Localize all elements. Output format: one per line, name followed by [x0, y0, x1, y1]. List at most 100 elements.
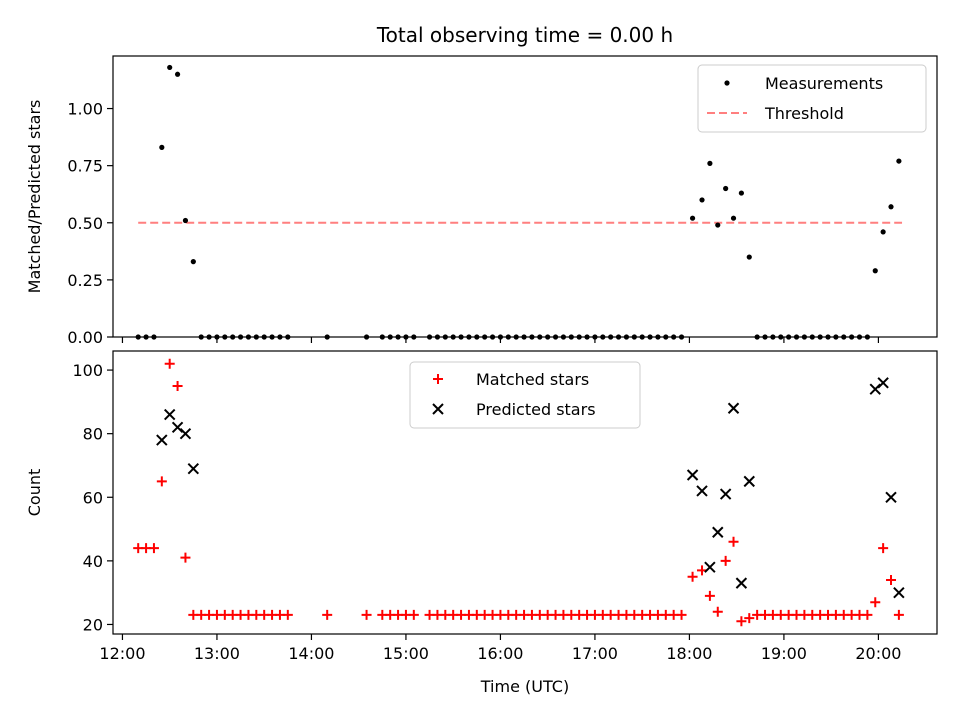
matched-point — [720, 555, 731, 566]
measurement-point — [786, 334, 792, 340]
measurement-point — [174, 71, 181, 77]
matched-point — [322, 609, 333, 620]
measurement-point — [699, 197, 705, 203]
legend-top: Measurements Threshold — [697, 64, 927, 133]
matched-point — [676, 609, 687, 620]
matched-point — [164, 358, 175, 369]
measurement-point — [817, 334, 823, 340]
measurement-point — [379, 334, 385, 340]
x-tick-label: 13:00 — [194, 644, 240, 663]
measurement-point — [825, 334, 831, 340]
y-tick-label: 60 — [83, 488, 103, 507]
predicted-point — [869, 383, 881, 395]
y-tick-label: 1.00 — [67, 100, 103, 119]
x-tick-label: 16:00 — [477, 644, 523, 663]
measurement-point — [615, 334, 622, 340]
matched-point — [156, 476, 167, 487]
y-tick-label: 20 — [83, 615, 103, 634]
predicted-point — [885, 491, 897, 503]
legend-marker-measurements — [724, 80, 730, 86]
series-matched-stars — [133, 358, 904, 627]
y-axis-label: Matched/Predicted stars — [25, 100, 44, 294]
predicted-point — [696, 485, 708, 497]
y-tick-label: 100 — [72, 361, 103, 380]
measurement-point — [560, 334, 567, 340]
measurement-point — [762, 334, 768, 340]
measurement-point — [707, 160, 713, 166]
predicted-point — [743, 475, 755, 488]
series-predicted-stars — [156, 377, 905, 599]
measurement-point — [206, 334, 212, 340]
x-tick-label: 17:00 — [572, 644, 618, 663]
measurement-point — [738, 190, 744, 196]
measurement-point — [214, 334, 220, 340]
measurement-point — [442, 334, 448, 340]
measurement-point — [222, 334, 228, 340]
matched-point — [712, 606, 723, 617]
x-axis-label: Time (UTC) — [480, 677, 569, 696]
legend-label-matched: Matched stars — [476, 370, 589, 389]
measurement-point — [198, 334, 204, 340]
measurement-point — [143, 334, 149, 340]
matched-point — [878, 543, 889, 554]
measurement-point — [403, 334, 409, 340]
measurement-point — [363, 334, 370, 340]
y-tick-label: 80 — [83, 425, 103, 444]
measurement-point — [285, 334, 291, 340]
measurement-point — [841, 334, 847, 340]
measurement-point — [324, 334, 330, 340]
legend-box — [697, 64, 927, 133]
measurement-point — [529, 334, 535, 340]
top-panel: 0.00 0.25 0.50 0.75 1.00 Matched/Predicted st… — [25, 55, 938, 347]
measurement-point — [872, 268, 878, 274]
predicted-point — [719, 488, 732, 500]
measurement-point — [584, 334, 590, 340]
measurement-point — [489, 334, 496, 340]
measurement-point — [600, 334, 606, 340]
predicted-point — [156, 434, 168, 446]
measurement-point — [450, 334, 456, 340]
predicted-point — [712, 526, 724, 538]
measurement-point — [592, 334, 598, 340]
measurement-point — [678, 334, 685, 340]
chart-title: Total observing time = 0.00 h — [376, 23, 673, 47]
x-tick-label: 12:00 — [99, 644, 145, 663]
predicted-point — [893, 586, 905, 599]
x-tick-label: 14:00 — [288, 644, 334, 663]
measurement-point — [482, 334, 488, 340]
legend-box — [409, 361, 641, 429]
y-tick-label: 40 — [83, 552, 103, 571]
measurement-point — [182, 217, 189, 224]
measurement-point — [671, 334, 677, 340]
measurement-point — [434, 334, 441, 340]
measurement-point — [277, 334, 283, 340]
measurement-point — [576, 334, 582, 340]
legend-label-predicted: Predicted stars — [476, 400, 596, 419]
measurement-point — [135, 334, 141, 340]
measurement-point — [269, 334, 275, 340]
x-tick-label: 15:00 — [383, 644, 429, 663]
predicted-point — [163, 408, 176, 421]
measurement-point — [864, 334, 870, 340]
matched-point — [361, 609, 372, 620]
predicted-point — [727, 402, 740, 414]
measurement-point — [253, 334, 259, 340]
measurement-point — [505, 334, 511, 340]
measurement-point — [190, 259, 196, 265]
measurement-point — [631, 334, 637, 340]
measurement-point — [230, 334, 236, 340]
y-tick-label: 0.75 — [67, 157, 103, 176]
legend-label-measurements: Measurements — [765, 74, 883, 93]
matched-point — [893, 609, 904, 620]
measurement-point — [537, 334, 543, 340]
y-axis-label: Count — [25, 469, 44, 517]
legend-label-threshold: Threshold — [764, 104, 844, 123]
legend-bottom: Matched stars Predicted stars — [409, 361, 641, 429]
measurement-point — [411, 334, 417, 340]
measurement-point — [778, 334, 784, 340]
measurement-point — [513, 334, 519, 340]
measurement-point — [245, 334, 252, 340]
matched-point — [408, 609, 419, 620]
predicted-point — [686, 469, 699, 481]
